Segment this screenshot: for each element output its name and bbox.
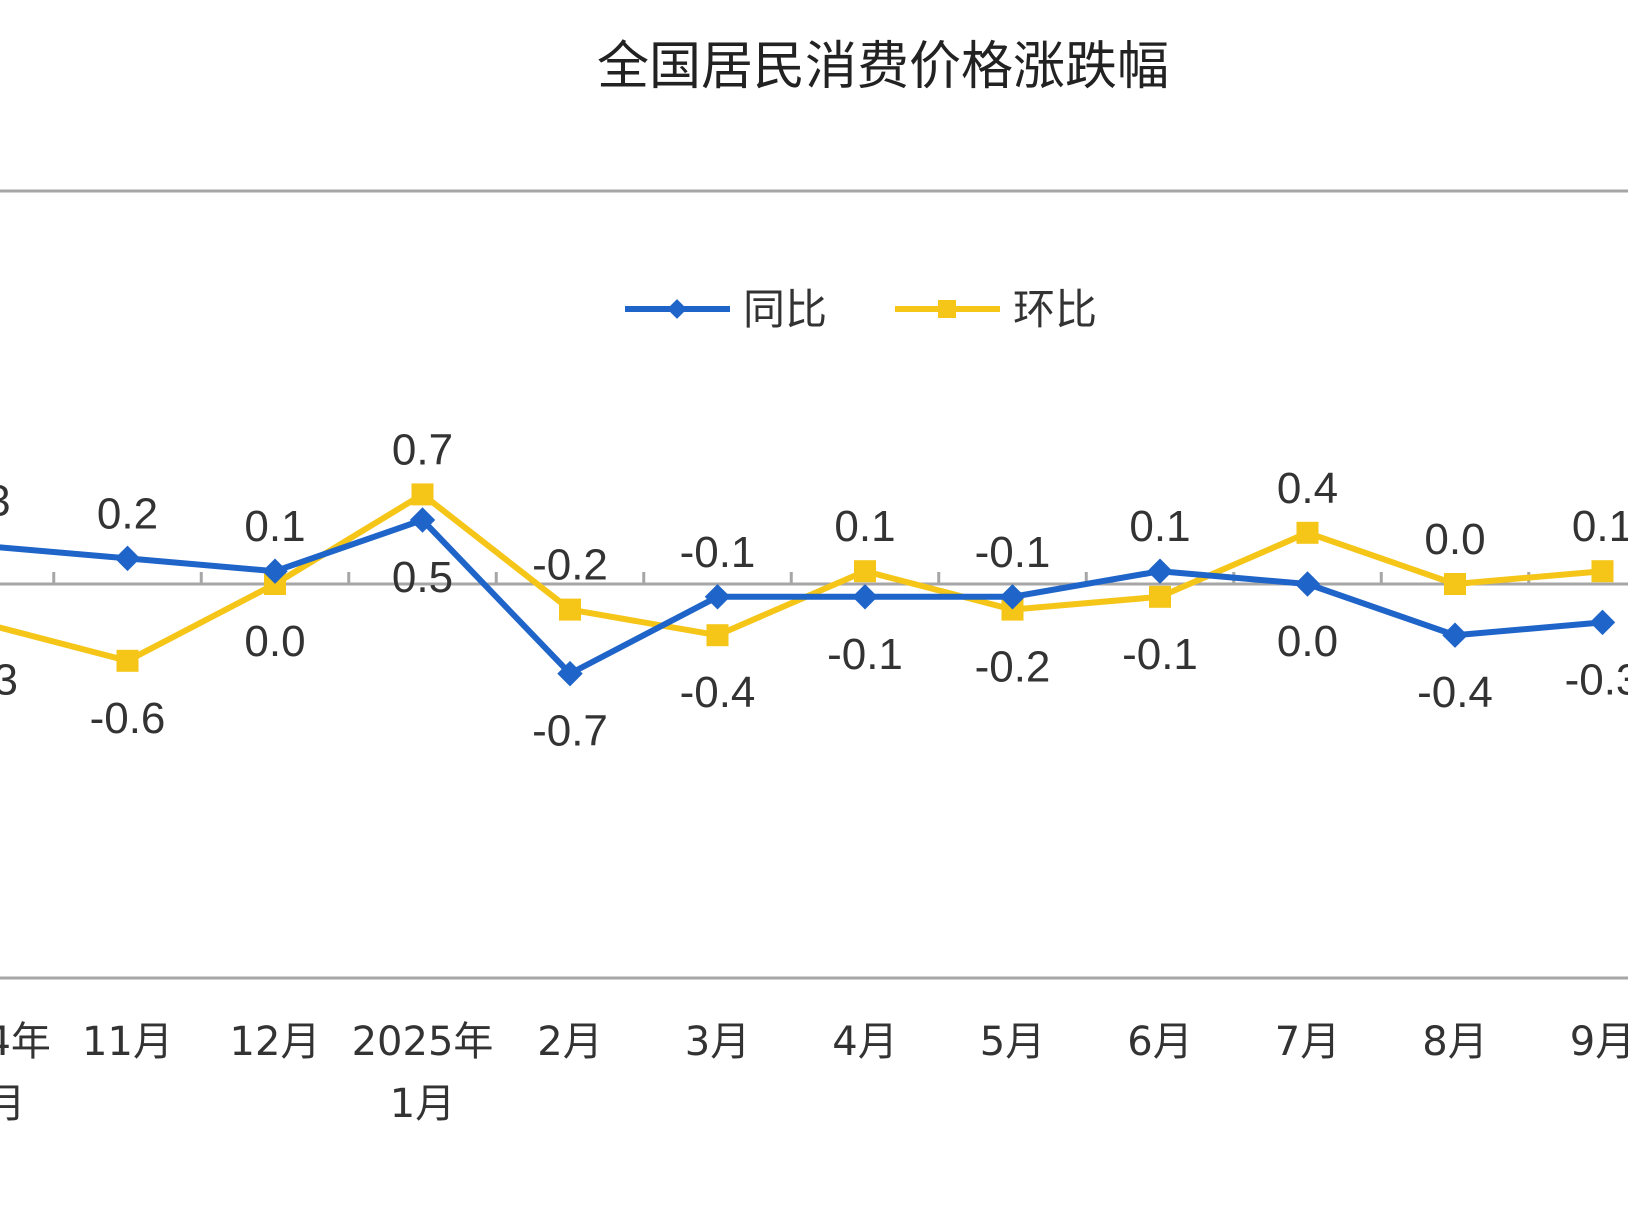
series-line-mom bbox=[0, 491, 1603, 664]
x-tick-label: 3月 bbox=[685, 1019, 750, 1065]
data-point-yoy bbox=[409, 507, 436, 533]
data-point-yoy bbox=[1147, 558, 1173, 584]
legend-label: 同比 bbox=[743, 285, 827, 334]
x-tick-label: 9月 bbox=[1570, 1019, 1628, 1065]
chart-title: 全国居民消费价格涨跌幅 bbox=[597, 37, 1169, 97]
data-point-mom bbox=[854, 560, 876, 583]
data-point-mom bbox=[1001, 598, 1024, 621]
x-tick-label: 12月 bbox=[230, 1019, 321, 1065]
data-point-mom bbox=[559, 598, 581, 621]
data-label-yoy: 0.2 bbox=[97, 489, 158, 538]
data-label-mom: 0.4 bbox=[1277, 464, 1338, 513]
x-tick-label: 4月 bbox=[832, 1019, 897, 1065]
data-point-mom bbox=[116, 649, 139, 672]
data-label-yoy: 0.0 bbox=[1277, 617, 1338, 666]
data-label-mom: -0.2 bbox=[975, 643, 1051, 692]
legend-label: 环比 bbox=[1013, 285, 1097, 334]
data-label-yoy: -0.1 bbox=[975, 528, 1051, 577]
legend: 同比 环比 bbox=[625, 285, 1097, 334]
data-label-mom: -0.4 bbox=[680, 668, 756, 717]
data-point-yoy bbox=[1294, 571, 1321, 597]
legend-item-mom: 环比 bbox=[895, 285, 1097, 334]
data-label-yoy: 0.1 bbox=[244, 502, 305, 551]
x-tick-label: 5月 bbox=[980, 1019, 1045, 1065]
data-label-mom: -0.3 bbox=[0, 655, 18, 704]
x-tick-label: 11月 bbox=[82, 1019, 173, 1065]
data-point-mom bbox=[1149, 585, 1171, 608]
data-label-yoy: 0.5 bbox=[392, 553, 453, 602]
data-point-mom bbox=[1444, 573, 1466, 595]
x-tick-label: 6月 bbox=[1127, 1019, 1192, 1065]
data-label-yoy: -0.1 bbox=[680, 528, 756, 577]
series-line-yoy bbox=[0, 517, 1603, 677]
data-label-yoy: 0.1 bbox=[1129, 502, 1190, 551]
x-tick-label: 2025年 1月 bbox=[352, 1019, 494, 1127]
data-label-mom: -0.1 bbox=[1122, 630, 1198, 679]
x-axis bbox=[0, 572, 1628, 586]
data-label-mom: -0.2 bbox=[532, 541, 608, 590]
data-point-yoy bbox=[557, 660, 583, 687]
x-tick-label: 2024年10月 bbox=[0, 1019, 51, 1127]
data-label-mom: 0.7 bbox=[392, 425, 453, 474]
data-point-mom bbox=[1591, 560, 1614, 583]
data-point-mom bbox=[706, 624, 729, 647]
x-tick-label: 8月 bbox=[1422, 1019, 1487, 1065]
data-label-yoy: -0.1 bbox=[827, 630, 903, 679]
data-point-yoy bbox=[704, 584, 731, 610]
data-label-yoy: -0.4 bbox=[1417, 668, 1493, 717]
data-point-yoy bbox=[852, 584, 878, 610]
square-marker-icon bbox=[938, 300, 956, 318]
data-point-yoy bbox=[999, 584, 1026, 610]
data-point-yoy bbox=[1442, 622, 1468, 648]
data-label-mom: 0.1 bbox=[834, 502, 895, 551]
data-labels: 0.3 -0.3 0.2 -0.6 0.1 0.0 0.5 0.7 -0.7 -0.2 -0.1 -0… bbox=[0, 425, 1628, 755]
data-label-yoy: -0.7 bbox=[532, 707, 608, 756]
data-point-yoy bbox=[262, 558, 288, 584]
legend-item-yoy: 同比 bbox=[625, 285, 827, 334]
data-label-mom: 0.0 bbox=[1424, 515, 1485, 564]
data-label-yoy: 0.3 bbox=[0, 477, 11, 526]
data-label-mom: -0.6 bbox=[90, 694, 166, 743]
data-point-mom bbox=[264, 573, 286, 595]
data-label-yoy: -0.3 bbox=[1565, 655, 1628, 704]
data-point-mom bbox=[411, 483, 434, 506]
data-point-yoy bbox=[114, 545, 141, 572]
data-label-mom: 0.1 bbox=[1572, 502, 1628, 551]
data-point-yoy bbox=[1589, 609, 1616, 636]
diamond-marker-icon bbox=[667, 299, 687, 319]
data-point-mom bbox=[1296, 521, 1319, 544]
x-tick-label: 2月 bbox=[537, 1019, 602, 1065]
x-tick-label: 7月 bbox=[1275, 1019, 1340, 1065]
data-label-mom: 0.0 bbox=[244, 617, 305, 666]
